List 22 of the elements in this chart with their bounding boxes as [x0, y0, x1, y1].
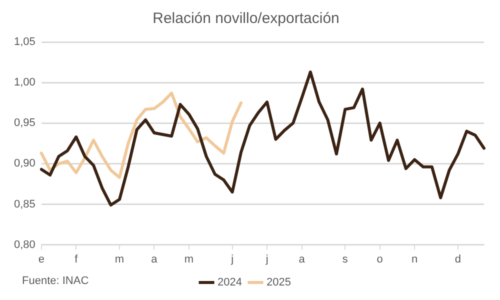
legend-label: 2025	[266, 276, 291, 289]
chart-title: Relación novillo/exportación	[152, 10, 340, 28]
y-tick-label: 0,90	[14, 158, 36, 170]
x-tick-label: e	[38, 253, 44, 266]
y-tick-label: 0,95	[14, 117, 36, 130]
x-tick-label: n	[412, 253, 418, 266]
x-tick-label: d	[454, 253, 462, 266]
y-tick-label: 0,85	[14, 198, 36, 210]
x-tick-label: a	[151, 253, 158, 266]
source-note: Fuente: INAC	[22, 275, 89, 288]
x-tick-label: a	[298, 253, 306, 266]
x-tick-label: j	[230, 253, 234, 266]
legend-label: 2024	[218, 276, 242, 289]
x-tick-label: s	[342, 253, 348, 266]
x-tick-label: m	[114, 253, 124, 266]
x-tick-label: f	[74, 253, 79, 266]
y-tick-label: 0,80	[14, 238, 36, 251]
y-tick-label: 1,00	[14, 76, 36, 89]
x-tick-label: j	[264, 253, 268, 266]
x-tick-label: o	[376, 253, 383, 266]
y-tick-label: 1,05	[14, 36, 36, 48]
x-tick-label: m	[184, 253, 194, 266]
